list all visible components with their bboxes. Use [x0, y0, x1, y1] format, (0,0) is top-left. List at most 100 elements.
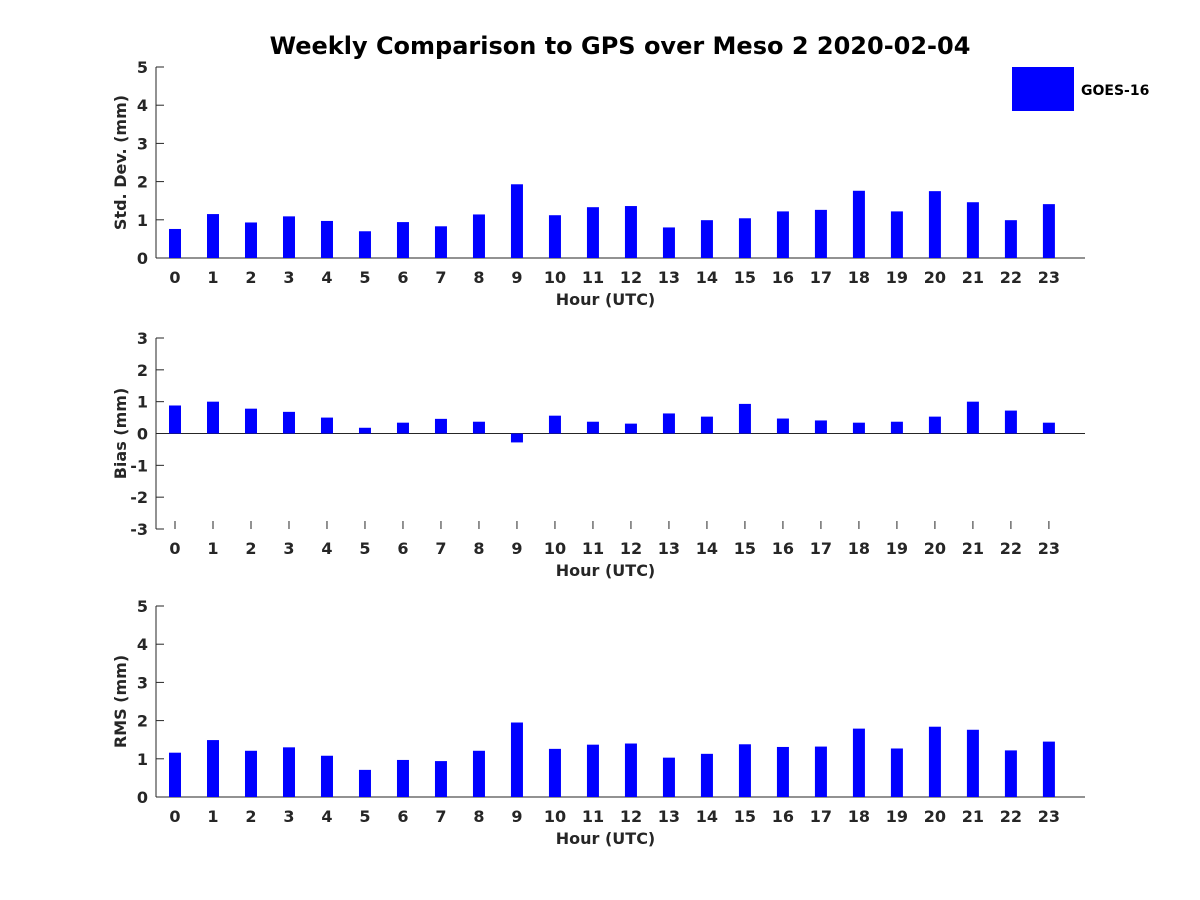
- rms-bar: [586, 744, 599, 797]
- stddev-y-axis-label: Std. Dev. (mm): [111, 95, 130, 230]
- rms-bar: [662, 757, 675, 797]
- bias-x-tick-label: 13: [658, 539, 680, 558]
- bias-y-tick-label: 3: [137, 329, 148, 348]
- rms-y-axis-label: RMS (mm): [111, 655, 130, 748]
- rms-bar: [624, 743, 637, 797]
- stddev-x-tick-label: 2: [245, 268, 256, 287]
- rms-x-tick-label: 3: [283, 807, 294, 826]
- bias-bar: [472, 421, 485, 434]
- rms-x-tick-label: 18: [848, 807, 870, 826]
- stddev-x-tick-label: 23: [1038, 268, 1060, 287]
- bias-x-tick-label: 22: [1000, 539, 1022, 558]
- stddev-bar: [776, 211, 789, 258]
- bias-bar: [776, 418, 789, 434]
- rms-bar: [548, 748, 561, 797]
- bias-bar: [928, 416, 941, 434]
- rms-bar: [700, 753, 713, 797]
- bias-x-tick-label: 23: [1038, 539, 1060, 558]
- rms-x-axis-label: Hour (UTC): [556, 829, 656, 848]
- stddev-y-tick-label: 2: [137, 173, 148, 192]
- rms-x-tick-label: 5: [359, 807, 370, 826]
- bias-x-tick-label: 14: [696, 539, 718, 558]
- rms-bar: [206, 740, 219, 797]
- stddev-x-tick-label: 14: [696, 268, 718, 287]
- rms-x-tick-label: 10: [544, 807, 566, 826]
- stddev-bar: [472, 214, 485, 258]
- rms-x-tick-label: 23: [1038, 807, 1060, 826]
- rms-bar: [1004, 750, 1017, 797]
- stddev-x-tick-label: 6: [397, 268, 408, 287]
- bias-x-tick-label: 4: [321, 539, 332, 558]
- rms-x-tick-label: 7: [435, 807, 446, 826]
- bias-x-tick-label: 1: [207, 539, 218, 558]
- stddev-bar: [738, 218, 751, 258]
- bias-bar: [510, 433, 523, 443]
- bias-bar: [244, 408, 257, 434]
- bias-y-axis-label: Bias (mm): [111, 388, 130, 480]
- bias-x-tick-label: 19: [886, 539, 908, 558]
- bias-x-tick-label: 7: [435, 539, 446, 558]
- rms-x-tick-label: 11: [582, 807, 604, 826]
- rms-x-tick-label: 1: [207, 807, 218, 826]
- stddev-x-tick-label: 22: [1000, 268, 1022, 287]
- bias-bar: [206, 401, 219, 434]
- bias-x-tick-label: 10: [544, 539, 566, 558]
- legend-swatch: [1012, 67, 1074, 111]
- stddev-bar: [814, 209, 827, 258]
- stddev-bar: [662, 227, 675, 258]
- rms-bar: [396, 759, 409, 797]
- stddev-x-tick-label: 1: [207, 268, 218, 287]
- rms-x-tick-label: 4: [321, 807, 332, 826]
- rms-bar: [738, 744, 751, 797]
- bias-x-tick-label: 2: [245, 539, 256, 558]
- bias-x-tick-label: 8: [473, 539, 484, 558]
- rms-x-tick-label: 13: [658, 807, 680, 826]
- bias-bar: [282, 411, 295, 434]
- stddev-x-tick-label: 21: [962, 268, 984, 287]
- rms-bar: [814, 746, 827, 797]
- rms-x-tick-label: 22: [1000, 807, 1022, 826]
- rms-y-tick-label: 4: [137, 635, 148, 654]
- bias-bar: [320, 417, 333, 434]
- stddev-x-tick-label: 5: [359, 268, 370, 287]
- rms-bar: [358, 769, 371, 797]
- stddev-x-tick-label: 18: [848, 268, 870, 287]
- stddev-x-tick-label: 0: [169, 268, 180, 287]
- rms-bar: [244, 750, 257, 797]
- bias-bar: [814, 420, 827, 434]
- stddev-bar: [510, 184, 523, 258]
- bias-x-tick-label: 15: [734, 539, 756, 558]
- stddev-x-tick-label: 12: [620, 268, 642, 287]
- bias-y-tick-label: -1: [130, 456, 148, 475]
- stddev-x-tick-label: 19: [886, 268, 908, 287]
- stddev-y-tick-label: 1: [137, 211, 148, 230]
- stddev-x-tick-label: 16: [772, 268, 794, 287]
- bias-bar: [852, 422, 865, 434]
- stddev-bar: [1042, 204, 1055, 258]
- rms-x-tick-label: 8: [473, 807, 484, 826]
- bias-bar: [168, 405, 181, 434]
- bias-bar: [434, 418, 447, 434]
- stddev-bar: [586, 207, 599, 258]
- rms-bar: [1042, 741, 1055, 797]
- legend: GOES-16: [1012, 67, 1149, 111]
- bias-x-tick-label: 12: [620, 539, 642, 558]
- bias-x-tick-label: 9: [511, 539, 522, 558]
- bias-x-tick-label: 6: [397, 539, 408, 558]
- stddev-x-tick-label: 20: [924, 268, 946, 287]
- stddev-x-tick-label: 7: [435, 268, 446, 287]
- rms-bar: [890, 748, 903, 797]
- bias-y-tick-label: -2: [130, 488, 148, 507]
- stddev-x-tick-label: 15: [734, 268, 756, 287]
- stddev-bar: [396, 222, 409, 258]
- stddev-x-tick-label: 11: [582, 268, 604, 287]
- bias-x-tick-label: 18: [848, 539, 870, 558]
- stddev-bar: [890, 211, 903, 258]
- rms-bar: [852, 728, 865, 797]
- bias-x-tick-label: 16: [772, 539, 794, 558]
- rms-x-tick-label: 6: [397, 807, 408, 826]
- rms-x-tick-label: 16: [772, 807, 794, 826]
- bias-bar: [1004, 410, 1017, 434]
